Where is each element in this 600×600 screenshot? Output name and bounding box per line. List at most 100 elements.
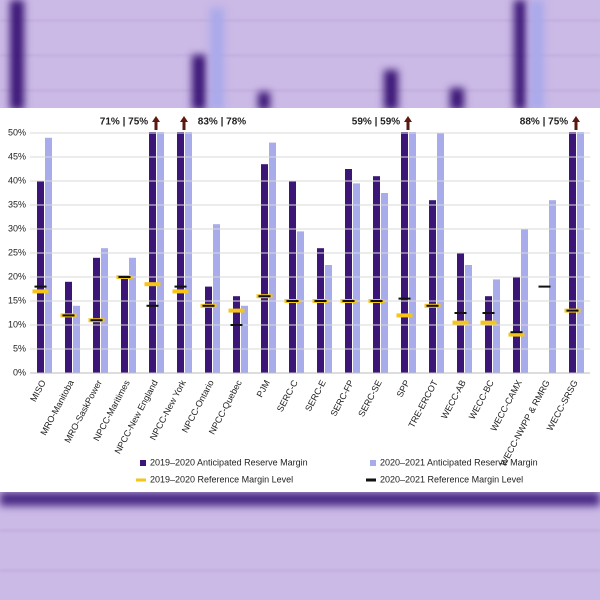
- bar: [485, 296, 492, 373]
- y-tick-label: 0%: [13, 367, 26, 377]
- reference-marker: [172, 289, 189, 294]
- y-tick-label: 40%: [8, 175, 26, 185]
- reference-marker: [258, 295, 271, 298]
- bar: [325, 265, 332, 373]
- bar: [101, 248, 108, 373]
- bar: [269, 142, 276, 373]
- bg-bar: [0, 492, 600, 506]
- bar: [345, 169, 352, 373]
- bar: [93, 257, 100, 373]
- legend-swatch: [140, 460, 146, 466]
- y-tick-label: 45%: [8, 151, 26, 161]
- chart: 0%5%10%15%20%25%30%35%40%45%50%MISOMRO-M…: [0, 108, 600, 492]
- y-tick-label: 35%: [8, 199, 26, 209]
- legend-label: 2020–2021 Anticipated Reserve Margin: [380, 457, 538, 467]
- legend-label: 2019–2020 Anticipated Reserve Margin: [150, 457, 308, 467]
- reference-marker: [452, 320, 469, 325]
- y-tick-label: 50%: [8, 127, 26, 137]
- annotation: 71% | 75%: [100, 117, 148, 128]
- bar: [65, 281, 72, 373]
- bg-stripe: [0, 570, 600, 571]
- reference-marker: [342, 300, 355, 302]
- bar: [241, 305, 248, 373]
- reference-marker: [174, 285, 187, 288]
- reference-marker: [228, 308, 245, 313]
- reference-marker: [482, 312, 495, 314]
- bar: [317, 248, 324, 373]
- bar: [157, 132, 164, 373]
- reference-marker: [146, 304, 159, 307]
- bar: [149, 132, 156, 373]
- overflow-arrow: [404, 116, 412, 130]
- bar: [353, 183, 360, 373]
- overflow-arrow: [152, 116, 160, 130]
- bg-bar: [192, 55, 206, 110]
- reference-marker: [396, 313, 413, 318]
- reference-marker: [426, 304, 439, 307]
- bar: [73, 305, 80, 373]
- legend-swatch: [136, 478, 146, 482]
- bg-stripe: [0, 55, 600, 56]
- reference-marker: [90, 319, 103, 322]
- bar: [401, 132, 408, 374]
- reference-marker: [566, 309, 579, 312]
- bar: [185, 132, 192, 373]
- annotation: 83% | 78%: [198, 117, 246, 128]
- bar: [129, 257, 136, 373]
- reference-marker: [286, 300, 299, 302]
- y-tick-label: 20%: [8, 271, 26, 281]
- reference-marker: [32, 289, 49, 294]
- legend-swatch: [366, 478, 376, 482]
- bar: [381, 193, 388, 373]
- legend-label: 2020–2021 Reference Margin Level: [380, 474, 523, 484]
- bar: [429, 200, 436, 373]
- annotation: 59% | 59%: [352, 117, 400, 128]
- bar: [177, 132, 184, 373]
- bar: [577, 132, 584, 373]
- reference-marker: [34, 285, 47, 288]
- bar: [213, 224, 220, 373]
- reference-marker: [508, 332, 525, 337]
- bg-bar: [10, 0, 24, 110]
- bar: [205, 286, 212, 373]
- bg-stripe: [0, 530, 600, 531]
- bg-bar: [384, 70, 398, 110]
- y-tick-label: 15%: [8, 295, 26, 305]
- overflow-arrow: [180, 116, 188, 130]
- bg-stripe: [0, 90, 600, 91]
- bg-bar: [210, 8, 224, 110]
- reference-marker: [454, 312, 467, 314]
- bg-stripe: [0, 20, 600, 21]
- bar: [409, 132, 416, 374]
- y-tick-label: 25%: [8, 247, 26, 257]
- bar: [261, 164, 268, 373]
- bar: [493, 279, 500, 373]
- legend-label: 2019–2020 Reference Margin Level: [150, 474, 293, 484]
- y-tick-label: 30%: [8, 223, 26, 233]
- reference-marker: [370, 300, 383, 302]
- reference-marker: [510, 331, 523, 334]
- bar: [549, 200, 556, 373]
- y-tick-label: 5%: [13, 343, 26, 353]
- y-tick-label: 10%: [8, 319, 26, 329]
- reference-marker: [480, 320, 497, 325]
- bar: [569, 132, 576, 373]
- reference-marker: [118, 276, 131, 278]
- bar: [465, 265, 472, 373]
- reference-marker: [398, 297, 411, 300]
- bar: [373, 176, 380, 373]
- reference-marker: [314, 300, 327, 302]
- bg-bar: [450, 88, 464, 110]
- bg-bar: [514, 0, 526, 110]
- overflow-arrow: [572, 116, 580, 130]
- reference-marker: [202, 304, 215, 307]
- reference-marker: [538, 285, 551, 288]
- bg-bar: [258, 92, 270, 110]
- bar: [45, 137, 52, 373]
- reference-marker: [144, 282, 161, 287]
- reference-marker: [230, 324, 243, 326]
- annotation: 88% | 75%: [520, 117, 568, 128]
- legend-swatch: [370, 460, 376, 466]
